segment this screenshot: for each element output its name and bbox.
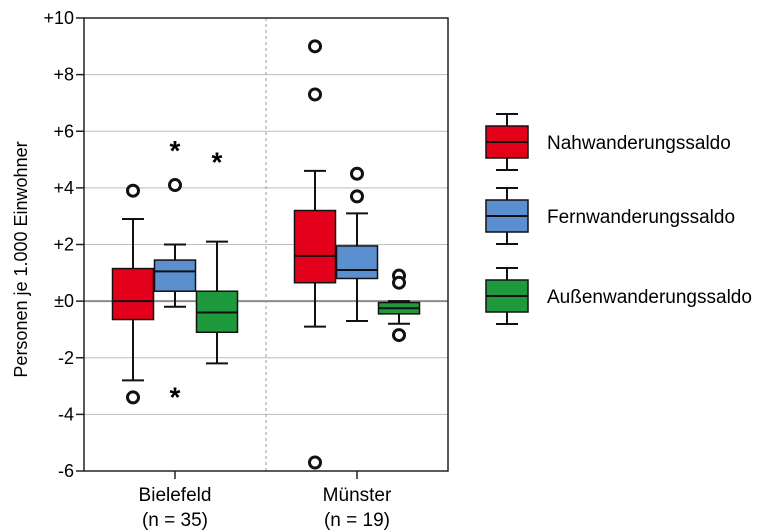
- outlier-point: [392, 328, 406, 343]
- box: [153, 259, 197, 292]
- category-label: Münster: [323, 485, 392, 506]
- outlier-point: [392, 275, 406, 290]
- y-tick-label: -6: [58, 461, 74, 481]
- outlier-point: [350, 166, 364, 181]
- outlier-point: [308, 87, 322, 102]
- outlier-point: [350, 189, 364, 204]
- outlier-point: [308, 455, 322, 470]
- box: [293, 209, 337, 284]
- y-tick-label: +8: [53, 65, 74, 85]
- y-axis-label: Personen je 1.000 Einwohner: [11, 141, 31, 377]
- y-tick-label: ±0: [54, 291, 74, 311]
- y-tick-label: -2: [58, 348, 74, 368]
- outlier-point: [308, 39, 322, 54]
- extreme-point: *: [212, 147, 223, 178]
- category-label: Bielefeld: [139, 485, 212, 506]
- legend-label: Außenwanderungssaldo: [547, 287, 752, 308]
- extreme-point: *: [170, 382, 181, 413]
- y-tick-label: +2: [53, 235, 74, 255]
- box: [111, 267, 155, 321]
- outlier-point: [168, 178, 182, 193]
- y-tick-label: +10: [43, 8, 74, 28]
- outlier-point: [126, 390, 140, 405]
- box: [335, 245, 379, 280]
- category-sublabel: (n = 35): [142, 510, 208, 530]
- y-tick-label: +4: [53, 178, 74, 198]
- legend-label: Fernwanderungssaldo: [547, 207, 735, 228]
- legend-label: Nahwanderungssaldo: [547, 133, 731, 154]
- category-sublabel: (n = 19): [324, 510, 390, 530]
- extreme-point: *: [170, 135, 181, 166]
- y-tick-label: -4: [58, 404, 74, 424]
- outlier-point: [126, 183, 140, 198]
- y-tick-label: +6: [53, 121, 74, 141]
